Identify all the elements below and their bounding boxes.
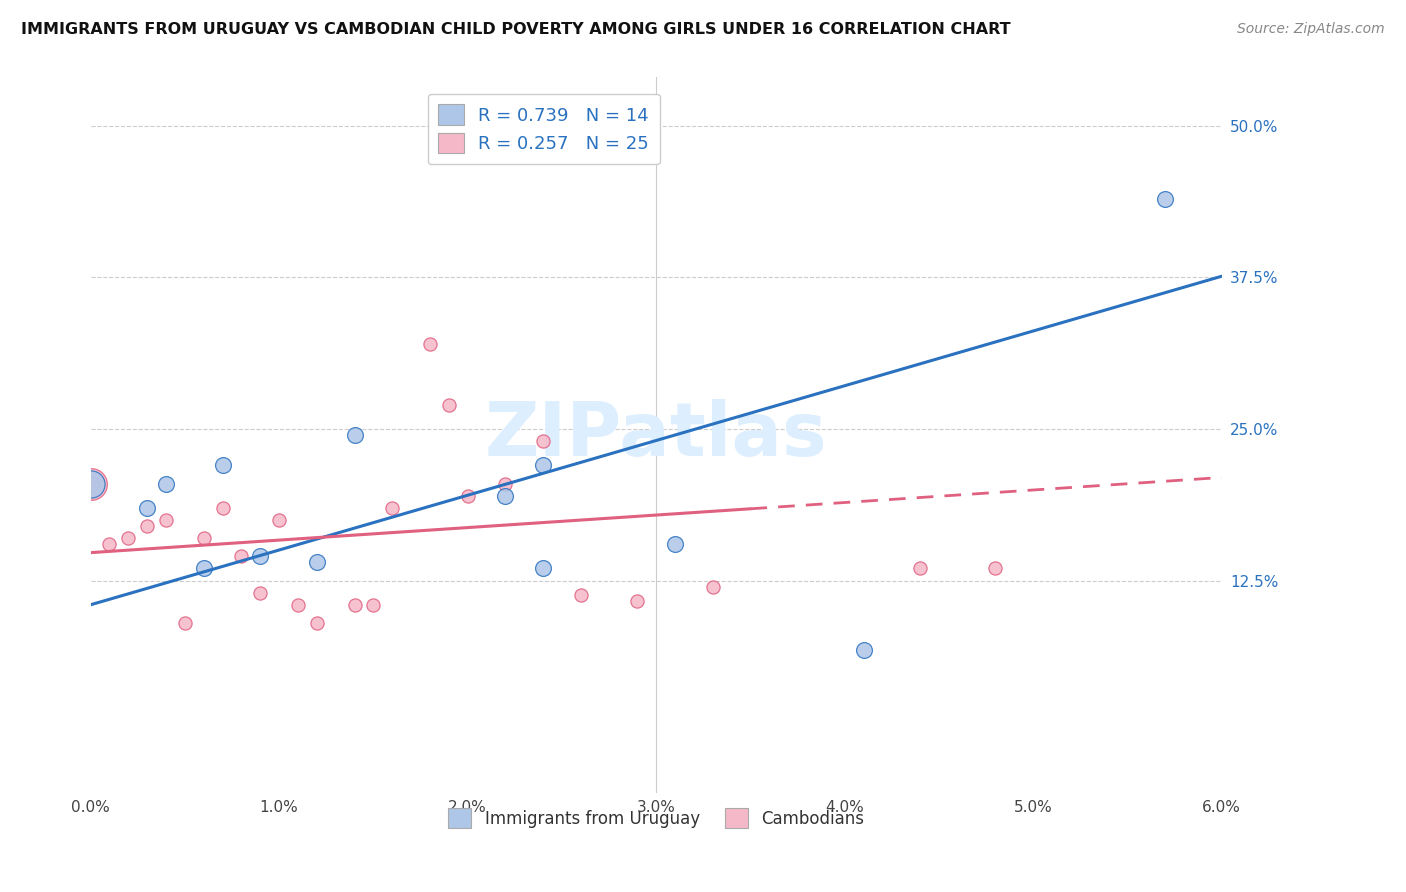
Point [269, 513, 291, 527]
Point [155, 476, 177, 491]
Text: IMMIGRANTS FROM URUGUAY VS CAMBODIAN CHILD POVERTY AMONG GIRLS UNDER 16 CORRELAT: IMMIGRANTS FROM URUGUAY VS CAMBODIAN CHI… [21, 22, 1011, 37]
Point [173, 615, 195, 630]
Point [136, 500, 159, 515]
Point [626, 594, 648, 608]
Point [343, 428, 366, 442]
Legend: Immigrants from Uruguay, Cambodians: Immigrants from Uruguay, Cambodians [441, 802, 872, 834]
Point [664, 537, 686, 551]
Point [437, 398, 460, 412]
Point [79, 476, 101, 491]
Point [457, 489, 479, 503]
Point [193, 561, 215, 575]
Point [494, 476, 516, 491]
Point [494, 489, 516, 503]
Point [136, 519, 159, 533]
Point [852, 642, 875, 657]
Point [702, 580, 724, 594]
Point [419, 337, 441, 351]
Point [193, 531, 215, 545]
Point [79, 476, 101, 491]
Point [305, 555, 328, 569]
Point [249, 585, 271, 599]
Point [569, 588, 592, 602]
Point [381, 500, 404, 515]
Point [249, 549, 271, 564]
Point [231, 549, 253, 564]
Point [531, 561, 554, 575]
Point [211, 500, 233, 515]
Point [531, 434, 554, 449]
Point [363, 598, 385, 612]
Point [79, 476, 101, 491]
Point [287, 598, 309, 612]
Text: Source: ZipAtlas.com: Source: ZipAtlas.com [1237, 22, 1385, 37]
Point [908, 561, 931, 575]
Point [343, 598, 366, 612]
Point [211, 458, 233, 473]
Point [98, 537, 121, 551]
Point [531, 458, 554, 473]
Point [305, 615, 328, 630]
Point [1154, 192, 1177, 206]
Text: ZIPatlas: ZIPatlas [485, 399, 828, 472]
Point [984, 561, 1007, 575]
Point [155, 513, 177, 527]
Point [117, 531, 139, 545]
